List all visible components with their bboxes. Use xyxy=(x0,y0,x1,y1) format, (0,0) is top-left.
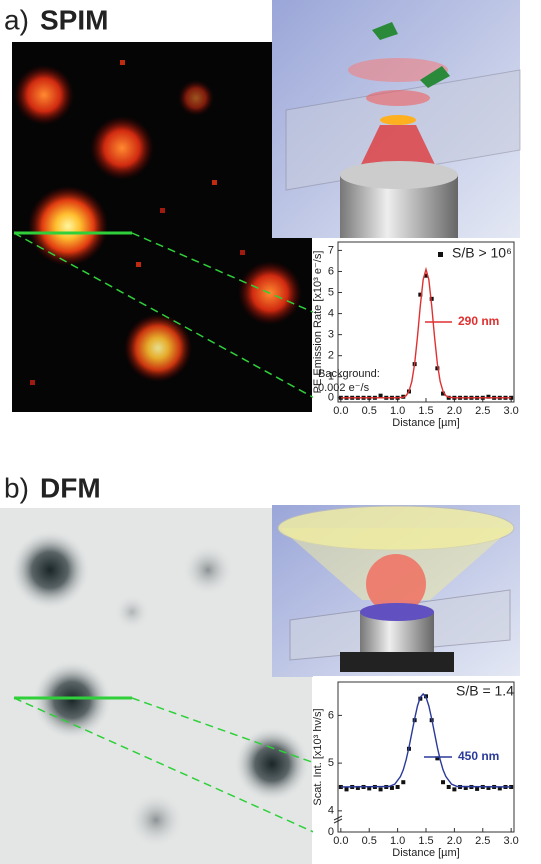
x-tick-label: 0.5 xyxy=(362,835,377,847)
inset-background xyxy=(313,238,520,430)
x-tick-label: 2.5 xyxy=(475,835,490,847)
spim-illustration xyxy=(272,0,520,238)
x-axis-label: Distance [µm] xyxy=(392,417,459,429)
data-point xyxy=(396,785,400,789)
x-tick-label: 1.5 xyxy=(418,405,433,417)
y-tick-label: 5 xyxy=(328,286,334,298)
data-point xyxy=(441,780,445,784)
data-point xyxy=(447,785,451,789)
x-tick-label: 2.5 xyxy=(475,405,490,417)
data-point xyxy=(379,787,383,791)
y-tick-label: 6 xyxy=(328,265,334,277)
y-tick-label: 7 xyxy=(328,244,334,256)
legend-marker xyxy=(438,252,443,257)
x-tick-label: 1.0 xyxy=(390,835,405,847)
x-tick-label: 3.0 xyxy=(504,835,519,847)
x-tick-label: 3.0 xyxy=(504,405,519,417)
data-point xyxy=(452,787,456,791)
legend-label: S/B > 10⁶ xyxy=(452,245,512,261)
y-tick-label: 0 xyxy=(328,826,334,838)
y-axis-label: Scat. Int. [x10³ hν/s] xyxy=(312,708,324,805)
x-tick-label: 0.0 xyxy=(333,835,348,847)
annotation: Background: xyxy=(318,368,380,380)
x-tick-label: 2.0 xyxy=(447,405,462,417)
y-tick-label: 4 xyxy=(328,307,334,319)
y-tick-label: 4 xyxy=(328,805,334,817)
annotation: 0.002 e⁻/s xyxy=(318,382,370,394)
y-tick-label: 5 xyxy=(328,757,334,769)
y-tick-label: 3 xyxy=(328,329,334,341)
panel-title: SPIM xyxy=(40,4,108,35)
y-tick-label: 6 xyxy=(328,709,334,721)
annotation: 450 nm xyxy=(458,749,499,763)
panel-label: a) xyxy=(4,4,29,35)
panel-title: DFM xyxy=(40,472,101,503)
dfm-illustration xyxy=(272,505,520,677)
x-tick-label: 0.5 xyxy=(362,405,377,417)
annotation: 290 nm xyxy=(458,314,499,328)
x-axis-label: Distance [µm] xyxy=(392,847,459,859)
x-tick-label: 1.5 xyxy=(418,835,433,847)
data-point xyxy=(401,780,405,784)
data-point xyxy=(345,787,349,791)
x-tick-label: 1.0 xyxy=(390,405,405,417)
annotation: S/B = 1.4 xyxy=(456,683,514,699)
data-point xyxy=(475,787,479,791)
x-tick-label: 2.0 xyxy=(447,835,462,847)
figure: a) SPIM b) DFM xyxy=(0,0,541,864)
data-point xyxy=(379,394,383,398)
y-tick-label: 2 xyxy=(328,350,334,362)
panel-label: b) xyxy=(4,472,29,503)
x-tick-label: 0.0 xyxy=(333,405,348,417)
